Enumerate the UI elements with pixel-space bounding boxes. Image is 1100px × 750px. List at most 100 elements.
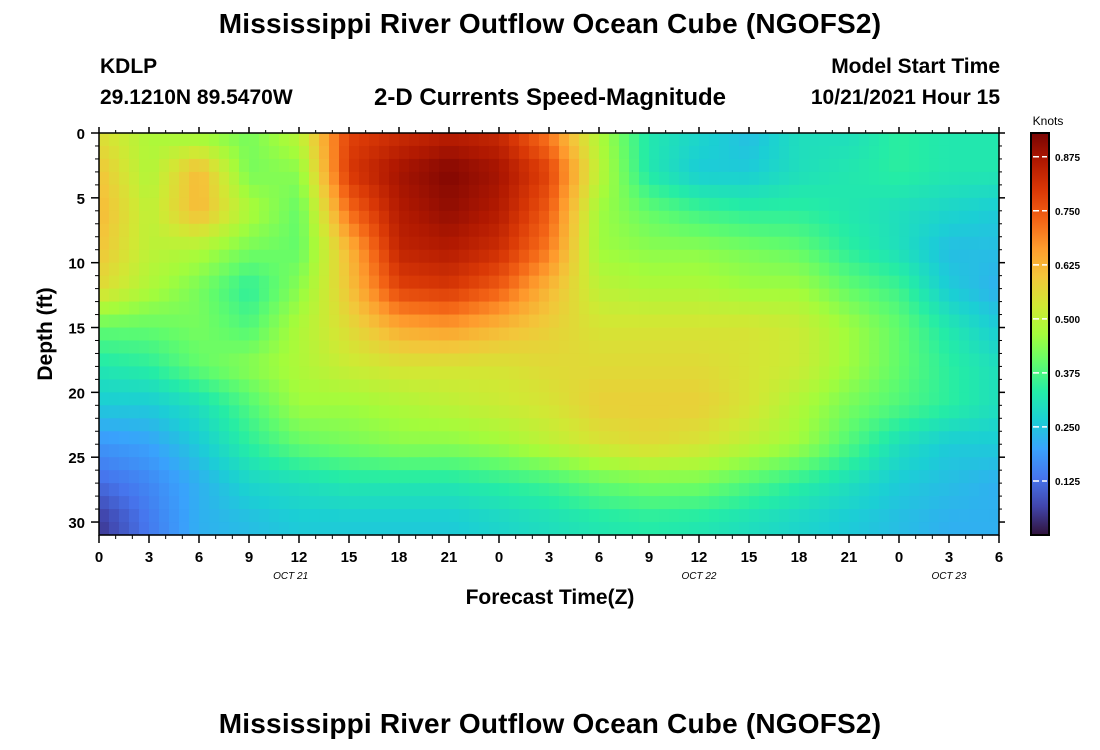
heatmap-cell — [879, 379, 890, 393]
heatmap-cell — [279, 236, 290, 251]
heatmap-cell — [189, 262, 200, 277]
heatmap-cell — [829, 133, 840, 147]
heatmap-cell — [839, 418, 850, 432]
heatmap-cell — [909, 457, 920, 471]
heatmap-cell — [229, 210, 240, 225]
heatmap-cell — [889, 405, 900, 419]
heatmap-cell — [519, 171, 530, 186]
heatmap-cell — [479, 418, 490, 432]
heatmap-cell — [309, 392, 320, 406]
heatmap-cell — [539, 301, 550, 316]
heatmap-cell — [829, 158, 840, 173]
heatmap-cell — [639, 158, 650, 173]
heatmap-cell — [259, 236, 270, 251]
heatmap-cell — [919, 184, 930, 199]
heatmap-cell — [369, 496, 380, 510]
heatmap-cell — [659, 379, 670, 393]
heatmap-cell — [749, 379, 760, 393]
heatmap-cell — [979, 431, 990, 445]
heatmap-cell — [689, 288, 700, 303]
heatmap-cell — [859, 249, 870, 264]
heatmap-cell — [389, 405, 400, 419]
heatmap-cell — [979, 145, 990, 160]
heatmap-cell — [649, 431, 660, 445]
heatmap-cell — [939, 262, 950, 277]
heatmap-cell — [369, 314, 380, 329]
heatmap-cell — [789, 236, 800, 251]
heatmap-cell — [119, 301, 130, 316]
heatmap-cell — [389, 392, 400, 406]
heatmap-cell — [659, 184, 670, 199]
heatmap-cell — [569, 249, 580, 264]
heatmap-cell — [439, 314, 450, 329]
heatmap-cell — [709, 184, 720, 199]
heatmap-cell — [889, 301, 900, 316]
heatmap-cell — [379, 522, 390, 536]
heatmap-cell — [819, 340, 830, 355]
heatmap-cell — [329, 509, 340, 523]
heatmap-cell — [209, 470, 220, 484]
heatmap-cell — [419, 483, 430, 497]
heatmap-cell — [389, 158, 400, 173]
heatmap-cell — [689, 470, 700, 484]
heatmap-cell — [339, 431, 350, 445]
heatmap-cell — [229, 431, 240, 445]
heatmap-cell — [319, 353, 330, 368]
heatmap-cell — [329, 145, 340, 160]
heatmap-cell — [879, 470, 890, 484]
heatmap-cell — [179, 366, 190, 380]
heatmap-cell — [319, 249, 330, 264]
heatmap-cell — [549, 444, 560, 458]
heatmap-cell — [309, 275, 320, 290]
heatmap-cell — [969, 522, 980, 536]
heatmap-cell — [109, 288, 120, 303]
heatmap-cell — [479, 314, 490, 329]
heatmap-cell — [569, 210, 580, 225]
heatmap-cell — [179, 197, 190, 212]
heatmap-cell — [879, 145, 890, 160]
heatmap-cell — [129, 236, 140, 251]
heatmap-cell — [99, 184, 110, 199]
heatmap-cell — [809, 262, 820, 277]
heatmap-cell — [169, 470, 180, 484]
heatmap-cell — [269, 327, 280, 342]
heatmap-cell — [849, 184, 860, 199]
heatmap-cell — [669, 418, 680, 432]
heatmap-cell — [179, 509, 190, 523]
heatmap-cell — [579, 236, 590, 251]
heatmap-cell — [379, 158, 390, 173]
heatmap-cell — [239, 197, 250, 212]
heatmap-cell — [259, 418, 270, 432]
heatmap-cell — [269, 210, 280, 225]
heatmap-cell — [529, 301, 540, 316]
heatmap-cell — [229, 288, 240, 303]
heatmap-cell — [759, 509, 770, 523]
heatmap-cell — [559, 353, 570, 368]
heatmap-cell — [949, 262, 960, 277]
heatmap-cell — [949, 133, 960, 147]
heatmap-cell — [349, 275, 360, 290]
heatmap-cell — [139, 457, 150, 471]
heatmap-cell — [529, 262, 540, 277]
heatmap-cell — [729, 509, 740, 523]
heatmap-cell — [569, 444, 580, 458]
heatmap-cell — [629, 392, 640, 406]
heatmap-cell — [329, 431, 340, 445]
heatmap-cell — [399, 509, 410, 523]
heatmap-cell — [679, 483, 690, 497]
x-tick-label: 0 — [95, 549, 103, 566]
heatmap-cell — [509, 418, 520, 432]
heatmap-cell — [399, 197, 410, 212]
heatmap-cell — [559, 197, 570, 212]
heatmap-cell — [119, 366, 130, 380]
heatmap-cell — [109, 522, 120, 536]
heatmap-cell — [789, 379, 800, 393]
heatmap-cell — [689, 210, 700, 225]
heatmap-cell — [819, 444, 830, 458]
heatmap-cell — [109, 133, 120, 147]
heatmap-cell — [149, 171, 160, 186]
heatmap-cell — [349, 184, 360, 199]
heatmap-cell — [859, 236, 870, 251]
heatmap-cell — [869, 197, 880, 212]
heatmap-cell — [699, 327, 710, 342]
